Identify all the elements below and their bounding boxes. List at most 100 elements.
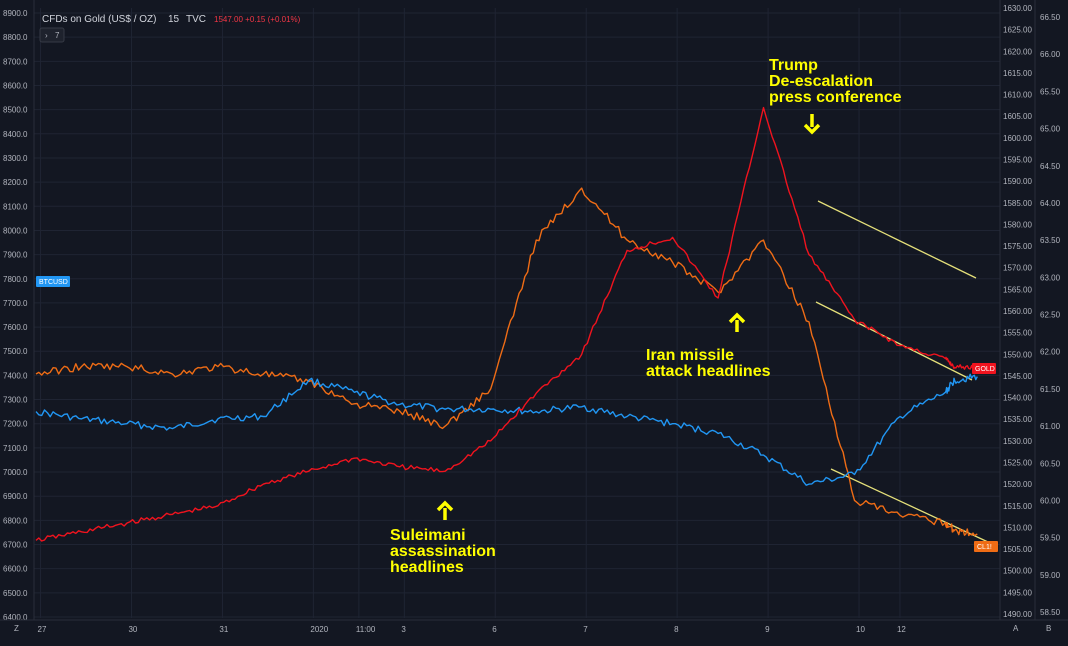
series-badge-cl1: CL1!	[974, 541, 998, 552]
x-tick: 30	[128, 625, 137, 634]
y-left-tick: 8900.0	[3, 9, 28, 18]
y-right-tick: 65.50	[1040, 87, 1061, 96]
symbol-title[interactable]: CFDs on Gold (US$ / OZ)	[42, 14, 156, 25]
price-quote: 1547.00 +0.15 (+0.01%)	[214, 15, 301, 24]
y-left-tick: 6600.0	[3, 565, 28, 574]
y-right-tick: 58.50	[1040, 608, 1061, 617]
y-right-tick: 64.00	[1040, 199, 1061, 208]
annotation-text: De-escalation	[769, 73, 873, 90]
y-right-tick: 62.00	[1040, 348, 1061, 357]
y-mid-tick: 1535.00	[1003, 415, 1032, 424]
y-mid-tick: 1630.00	[1003, 4, 1032, 13]
y-left-tick: 8600.0	[3, 81, 28, 90]
y-left-tick: 7100.0	[3, 444, 28, 453]
y-mid-tick: 1605.00	[1003, 112, 1032, 121]
auto-scale-button[interactable]: A	[1013, 624, 1019, 633]
y-right-tick: 61.50	[1040, 385, 1061, 394]
annotation-text: attack headlines	[646, 363, 771, 380]
trendline	[830, 468, 989, 543]
legend-header: CFDs on Gold (US$ / OZ) 15 TVC 1547.00 +…	[39, 14, 301, 43]
arrow-head-icon	[803, 123, 821, 135]
y-left-tick: 7800.0	[3, 275, 28, 284]
chevron-right-icon: ›	[45, 31, 48, 40]
log-scale-button[interactable]: B	[1046, 624, 1051, 633]
y-right-tick: 65.00	[1040, 125, 1061, 134]
y-left-tick: 7500.0	[3, 347, 28, 356]
y-mid-tick: 1570.00	[1003, 264, 1032, 273]
y-left-tick: 8800.0	[3, 33, 28, 42]
y-mid-tick: 1510.00	[1003, 523, 1032, 532]
source-label: TVC	[186, 14, 206, 25]
zoom-button[interactable]: Z	[14, 624, 19, 633]
x-tick: 10	[856, 625, 865, 634]
y-mid-tick: 1490.00	[1003, 610, 1032, 619]
y-mid-tick: 1565.00	[1003, 285, 1032, 294]
y-right-tick: 64.50	[1040, 162, 1061, 171]
arrow-head-icon	[728, 312, 746, 324]
y-left-tick: 8700.0	[3, 57, 28, 66]
annotation-text: headlines	[390, 559, 464, 576]
y-left-tick: 7600.0	[3, 323, 28, 332]
x-tick: 2020	[310, 625, 328, 634]
y-mid-tick: 1615.00	[1003, 69, 1032, 78]
y-left-tick: 8200.0	[3, 178, 28, 187]
y-mid-tick: 1520.00	[1003, 480, 1032, 489]
annotation-text: Suleimani	[390, 527, 466, 544]
y-mid-tick: 1505.00	[1003, 545, 1032, 554]
y-right-tick: 60.00	[1040, 496, 1061, 505]
collapse-button[interactable]	[39, 27, 65, 43]
y-mid-tick: 1575.00	[1003, 242, 1032, 251]
y-left-tick: 8300.0	[3, 154, 28, 163]
y-right-tick: 63.00	[1040, 273, 1061, 282]
y-left-tick: 7200.0	[3, 420, 28, 429]
annotation-text: Trump	[769, 57, 818, 74]
y-left-tick: 7700.0	[3, 299, 28, 308]
collapse-count: 7	[55, 31, 60, 40]
y-mid-tick: 1595.00	[1003, 156, 1032, 165]
x-tick: 12	[897, 625, 906, 634]
y-mid-tick: 1495.00	[1003, 588, 1032, 597]
y-right-tick: 59.00	[1040, 571, 1061, 580]
y-mid-tick: 1530.00	[1003, 437, 1032, 446]
y-left-tick: 6800.0	[3, 516, 28, 525]
badge-box	[36, 276, 70, 287]
x-tick: 7	[583, 625, 588, 634]
y-mid-tick: 1580.00	[1003, 220, 1032, 229]
badge-label: GOLD	[975, 366, 995, 373]
series-line-gold[interactable]	[35, 106, 978, 542]
y-mid-tick: 1600.00	[1003, 134, 1032, 143]
x-tick: 31	[219, 625, 228, 634]
y-left-tick: 8100.0	[3, 202, 28, 211]
y-mid-tick: 1500.00	[1003, 567, 1032, 576]
y-left-tick: 7400.0	[3, 371, 28, 380]
y-right-tick: 59.50	[1040, 534, 1061, 543]
y-right-tick: 60.50	[1040, 459, 1061, 468]
y-left-tick: 6700.0	[3, 541, 28, 550]
x-tick: 11:00	[356, 625, 376, 634]
y-left-tick: 8400.0	[3, 130, 28, 139]
y-mid-tick: 1525.00	[1003, 459, 1032, 468]
interval-label[interactable]: 15	[168, 14, 180, 25]
y-mid-tick: 1515.00	[1003, 502, 1032, 511]
badge-box	[974, 541, 998, 552]
x-tick: 3	[401, 625, 406, 634]
y-left-tick: 7900.0	[3, 251, 28, 260]
y-right-tick: 66.00	[1040, 50, 1061, 59]
y-left-tick: 6500.0	[3, 589, 28, 598]
y-mid-tick: 1550.00	[1003, 350, 1032, 359]
badge-box	[972, 363, 996, 374]
series-line-btcusd[interactable]	[35, 373, 978, 486]
series-badge-btcusd: BTCUSD	[36, 276, 70, 287]
y-mid-tick: 1625.00	[1003, 26, 1032, 35]
annotation-text: assassination	[390, 543, 496, 560]
series-line-cl1[interactable]	[35, 187, 978, 537]
y-right-tick: 61.00	[1040, 422, 1061, 431]
badge-label: BTCUSD	[39, 279, 68, 286]
y-mid-tick: 1590.00	[1003, 177, 1032, 186]
x-tick: 6	[492, 625, 497, 634]
